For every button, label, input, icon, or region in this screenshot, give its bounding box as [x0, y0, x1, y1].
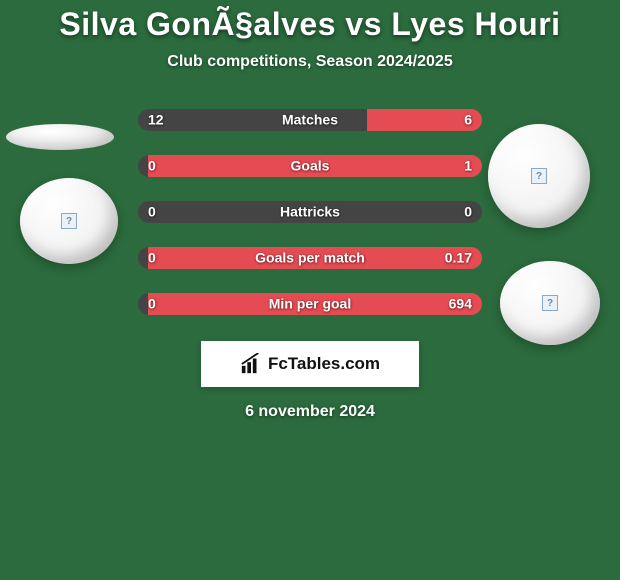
vs-text: vs: [345, 6, 382, 42]
stat-value-right: 1: [464, 158, 472, 174]
stat-value-left: 0: [148, 158, 156, 174]
stat-bar-left: [138, 247, 148, 269]
subtitle: Club competitions, Season 2024/2025: [0, 53, 620, 71]
stat-label: Goals: [291, 158, 330, 174]
stat-row: 0 1 Goals: [138, 155, 482, 177]
stat-row: 12 6 Matches: [138, 109, 482, 131]
stat-row: 0 0 Hattricks: [138, 201, 482, 223]
stat-value-left: 0: [148, 204, 156, 220]
stat-label: Min per goal: [269, 296, 351, 312]
stat-value-right: 694: [449, 296, 472, 312]
stat-value-left: 12: [148, 112, 164, 128]
stat-value-left: 0: [148, 250, 156, 266]
stat-value-right: 6: [464, 112, 472, 128]
brand-box[interactable]: FcTables.com: [201, 341, 419, 387]
stat-value-left: 0: [148, 296, 156, 312]
stat-bar-left: [138, 293, 148, 315]
brand-text: FcTables.com: [268, 354, 380, 374]
stat-bar-left: [138, 155, 148, 177]
player2-name: Lyes Houri: [391, 6, 560, 42]
player1-name: Silva GonÃ§alves: [59, 6, 336, 42]
page-title: Silva GonÃ§alves vs Lyes Houri: [0, 6, 620, 43]
stat-row: 0 0.17 Goals per match: [138, 247, 482, 269]
stats-bars: 12 6 Matches 0 1 Goals 0 0 Hattricks 0 0.17 Goals p…: [138, 109, 482, 315]
date-text: 6 november 2024: [0, 403, 620, 421]
stat-row: 0 694 Min per goal: [138, 293, 482, 315]
stat-value-right: 0: [464, 204, 472, 220]
brand-chart-icon: [240, 353, 262, 375]
stat-label: Matches: [282, 112, 338, 128]
stat-value-right: 0.17: [445, 250, 472, 266]
stat-label: Hattricks: [280, 204, 340, 220]
content-wrapper: Silva GonÃ§alves vs Lyes Houri Club comp…: [0, 0, 620, 421]
stat-label: Goals per match: [255, 250, 365, 266]
